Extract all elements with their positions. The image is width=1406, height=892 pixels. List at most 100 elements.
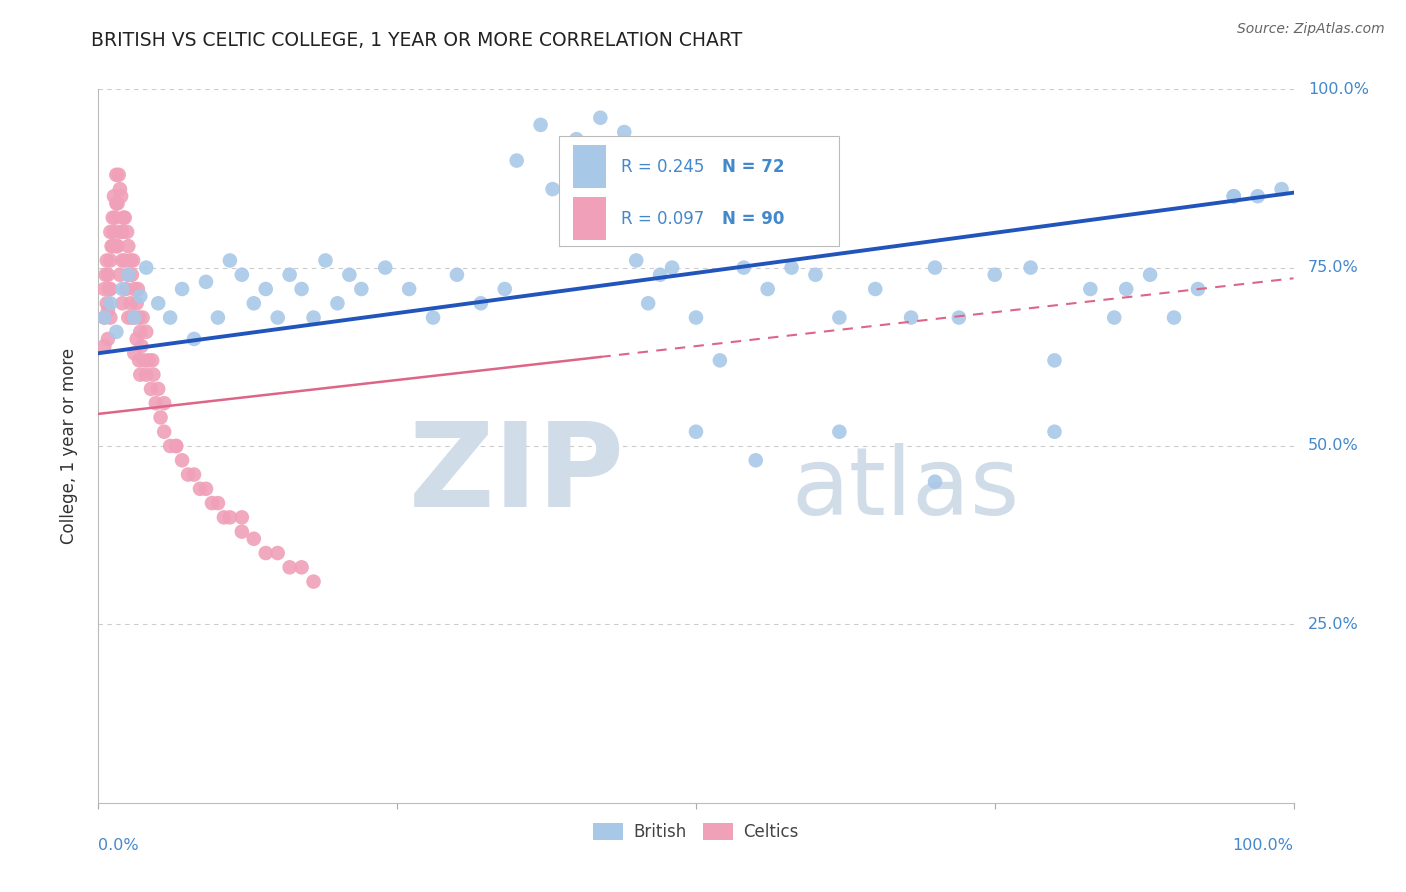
Point — [93, 282, 115, 296]
Point — [231, 510, 253, 524]
Point — [231, 524, 253, 539]
Text: atlas: atlas — [792, 442, 1019, 535]
Text: Source: ZipAtlas.com: Source: ZipAtlas.com — [1237, 22, 1385, 37]
Point — [132, 353, 155, 368]
Point — [541, 182, 564, 196]
Point — [138, 353, 160, 368]
Point — [278, 268, 301, 282]
Point — [924, 475, 946, 489]
Point — [231, 268, 253, 282]
Point — [183, 332, 205, 346]
Point — [98, 253, 122, 268]
Point — [374, 260, 396, 275]
Point — [685, 310, 707, 325]
Point — [114, 211, 136, 225]
Point — [149, 410, 172, 425]
Point — [422, 310, 444, 325]
Point — [112, 211, 135, 225]
Point — [135, 325, 157, 339]
Point — [1019, 260, 1042, 275]
Point — [756, 282, 779, 296]
Point — [254, 546, 277, 560]
Point — [121, 310, 143, 325]
Point — [804, 268, 827, 282]
Point — [148, 296, 170, 310]
Point — [188, 482, 211, 496]
Point — [745, 453, 768, 467]
Point — [1043, 353, 1066, 368]
Point — [103, 189, 125, 203]
Point — [145, 396, 167, 410]
Point — [172, 453, 194, 467]
Point — [648, 268, 672, 282]
Point — [1187, 282, 1209, 296]
Point — [105, 325, 128, 339]
Point — [98, 296, 122, 310]
Point — [108, 182, 131, 196]
Point — [122, 253, 145, 268]
Point — [470, 296, 492, 310]
Point — [94, 268, 117, 282]
Point — [129, 289, 152, 303]
Point — [105, 196, 128, 211]
Point — [506, 153, 529, 168]
Point — [135, 260, 157, 275]
Point — [446, 268, 468, 282]
Text: 100.0%: 100.0% — [1233, 838, 1294, 854]
Point — [120, 253, 142, 268]
Point — [108, 268, 131, 282]
Point — [93, 310, 115, 325]
Point — [139, 382, 162, 396]
Point — [709, 353, 731, 368]
Point — [124, 310, 146, 325]
Point — [148, 382, 170, 396]
Point — [254, 282, 277, 296]
Point — [1043, 425, 1066, 439]
FancyBboxPatch shape — [572, 145, 606, 188]
Point — [120, 296, 142, 310]
Point — [1163, 310, 1185, 325]
Text: BRITISH VS CELTIC COLLEGE, 1 YEAR OR MORE CORRELATION CHART: BRITISH VS CELTIC COLLEGE, 1 YEAR OR MOR… — [91, 31, 742, 50]
Point — [207, 496, 229, 510]
Point — [780, 260, 803, 275]
Text: 50.0%: 50.0% — [1308, 439, 1358, 453]
Point — [101, 239, 124, 253]
Point — [159, 439, 181, 453]
Point — [115, 225, 138, 239]
Point — [924, 260, 946, 275]
Point — [129, 368, 152, 382]
Point — [278, 560, 301, 574]
Point — [135, 368, 157, 382]
Point — [128, 310, 150, 325]
Point — [243, 532, 266, 546]
Point — [153, 396, 176, 410]
Point — [291, 560, 314, 574]
Point — [398, 282, 420, 296]
Point — [350, 282, 373, 296]
Point — [565, 132, 588, 146]
Point — [626, 253, 648, 268]
Point — [93, 339, 115, 353]
Point — [494, 282, 516, 296]
Point — [141, 353, 163, 368]
Point — [111, 225, 134, 239]
Point — [326, 296, 349, 310]
Point — [111, 253, 134, 268]
Point — [1247, 189, 1270, 203]
Point — [530, 118, 553, 132]
Point — [97, 303, 120, 318]
Point — [661, 260, 683, 275]
Text: 25.0%: 25.0% — [1308, 617, 1358, 632]
Point — [900, 310, 922, 325]
Point — [165, 439, 187, 453]
Point — [127, 282, 149, 296]
Point — [948, 310, 970, 325]
Point — [124, 310, 146, 325]
Point — [124, 346, 146, 360]
Point — [96, 253, 118, 268]
Y-axis label: College, 1 year or more: College, 1 year or more — [59, 348, 77, 544]
Point — [589, 111, 612, 125]
Point — [302, 310, 325, 325]
Point — [159, 310, 181, 325]
Point — [1271, 182, 1294, 196]
